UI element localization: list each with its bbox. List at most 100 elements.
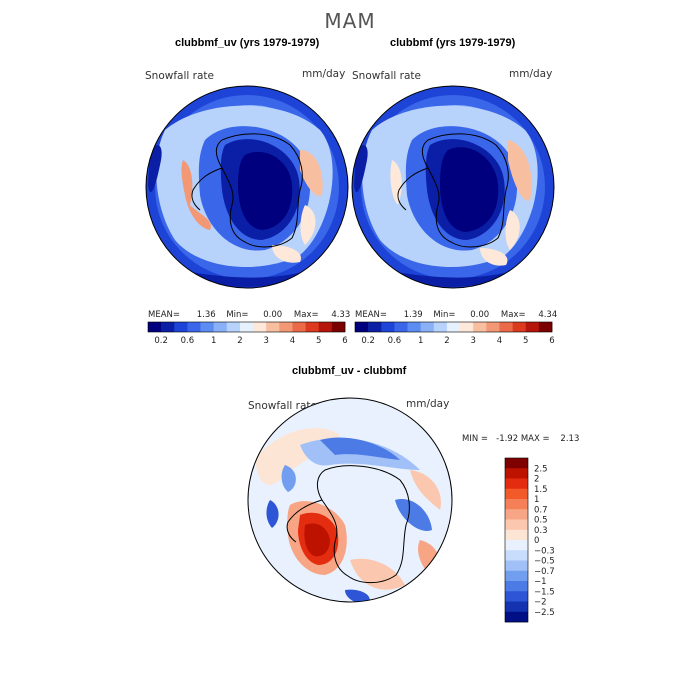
panel-1-min-label: Min= [226,310,249,320]
colorbar-diff-swatch [505,458,528,469]
colorbar-1-swatch [292,322,306,332]
panel-2-title: clubbmf (yrs 1979-1979) [390,37,516,49]
colorbar-diff-swatch [505,550,528,561]
colorbar-2-swatch [355,322,369,332]
panel-2-field-label: Snowfall rate [352,70,421,82]
colorbar-1-swatch [266,322,280,332]
colorbar-diff: 2.521.510.70.50.30−0.3−0.5−0.7−1−1.5−2−2… [504,457,555,623]
colorbar-2-swatch [538,322,553,332]
diff-field-label: Snowfall rate [248,400,317,412]
colorbar-1-swatch [200,322,214,332]
colorbar-2-swatch [512,322,527,332]
colorbar-1-tick-label: 0.2 [154,336,168,346]
colorbar-2-tick-label: 1 [418,336,423,346]
panel-1-min: 0.00 [263,310,283,320]
colorbar-diff-swatch [505,570,528,582]
colorbar-1-tick-label: 2 [237,336,242,346]
colorbar-diff-tick-label: 2.5 [534,464,548,474]
panel-2-mean: 1.39 [403,310,423,320]
colorbar-1-swatch [148,322,162,332]
panel-2-stats: MEAN= 1.39 Min= 0.00 Max= 4.34 [355,310,557,320]
figure-title: MAM [324,9,376,33]
colorbar-diff-swatch [505,499,528,510]
colorbar-2-swatch [433,322,448,332]
colorbar-2-swatch [486,322,500,332]
colorbar-1-swatch [226,322,241,332]
colorbar-diff-swatch [505,601,528,613]
colorbar-1-swatch [187,322,201,332]
panel-2-units: mm/day [509,68,553,80]
colorbar-1-tick-label: 1 [211,336,216,346]
panel-2-min-label: Min= [433,310,456,320]
colorbar-1-tick-label: 6 [342,336,347,346]
map-2-outline [351,85,555,289]
colorbar-diff-tick-label: −2 [534,598,547,608]
colorbar-diff-tick-label: −0.5 [534,557,555,567]
map-1-outline [145,85,349,289]
colorbar-diff-tick-label: 2 [534,475,539,485]
colorbar-diff-swatch [505,478,528,490]
colorbar-diff-tick-label: −1.5 [534,587,555,597]
colorbar-diff-tick-label: 0.3 [534,526,548,536]
panel-2-min: 0.00 [470,310,490,320]
colorbar-diff-tick-label: 0.5 [534,516,548,526]
colorbar-1-tick-label: 4 [290,336,295,346]
panel-2-mean-label: MEAN= [355,310,387,320]
colorbar-1-swatch [213,322,228,332]
colorbar-diff-swatch [505,560,528,572]
colorbar-diff-swatch [505,540,528,551]
colorbar-diff-tick-label: −0.7 [534,567,555,577]
colorbar-1-frame [147,321,346,333]
colorbar-diff-frame [504,457,529,623]
panel-1-title: clubbmf_uv (yrs 1979-1979) [175,37,320,49]
colorbar-diff-tick-label: 1.5 [534,485,548,495]
panel-1-field-label: Snowfall rate [145,70,214,82]
diff-units: mm/day [406,398,450,410]
colorbar-2-swatch [381,322,395,332]
map-diff-outline [247,397,453,603]
panel-1-max-label: Max= [293,310,319,320]
colorbar-diff-swatch [505,488,528,500]
colorbar-diff-swatch [505,611,528,623]
colorbar-diff-tick-label: 0.7 [534,505,548,515]
diff-panel-title: clubbmf_uv - clubbmf [292,365,407,377]
colorbar-diff-tick-label: −1 [534,577,547,587]
panel-2-max: 4.34 [538,310,558,320]
colorbar-1-tick-label: 0.6 [181,336,195,346]
colorbar-2-tick-label: 4 [497,336,502,346]
colorbar-2-swatch [473,322,487,332]
colorbar-2-swatch [460,322,474,332]
colorbar-2-swatch [368,322,382,332]
map-panel-1 [146,86,348,288]
diff-stats: MIN = -1.92 MAX = 2.13 [462,434,580,444]
map-panel-2 [352,86,554,288]
colorbar-2-frame [354,321,553,333]
colorbar-1-tick-label: 3 [263,336,268,346]
colorbar-2-tick-label: 2 [444,336,449,346]
colorbar-panel-1: 0.2 0.6 1 2 3 4 5 6 [147,321,348,346]
colorbar-1-swatch [305,322,320,332]
colorbar-diff-tick-label: −2.5 [534,608,555,618]
panel-1-units: mm/day [302,68,346,80]
colorbar-1-swatch [253,322,267,332]
colorbar-diff-swatch [505,591,528,602]
colorbar-1-swatch [331,322,346,332]
colorbar-2-tick-label: 0.6 [388,336,402,346]
colorbar-diff-swatch [505,519,528,531]
colorbar-1-swatch [161,322,175,332]
panel-1-stats: MEAN= 1.36 Min= 0.00 Max= 4.33 [148,310,350,320]
colorbar-1-tick-label: 5 [316,336,321,346]
colorbar-diff-swatch [505,468,528,479]
colorbar-1-swatch [239,322,254,332]
colorbar-diff-tick-label: −0.3 [534,546,555,556]
panel-1-mean-label: MEAN= [148,310,180,320]
colorbar-panel-2: 0.2 0.6 1 2 3 4 5 6 [354,321,555,346]
colorbar-diff-swatch [505,509,528,520]
colorbar-2-tick-label: 0.2 [361,336,375,346]
colorbar-2-swatch [394,322,408,332]
colorbar-2-swatch [446,322,461,332]
panel-1-max: 4.33 [331,310,351,320]
colorbar-2-swatch [420,322,435,332]
panel-2-max-label: Max= [500,310,526,320]
colorbar-diff-swatch [505,529,528,541]
